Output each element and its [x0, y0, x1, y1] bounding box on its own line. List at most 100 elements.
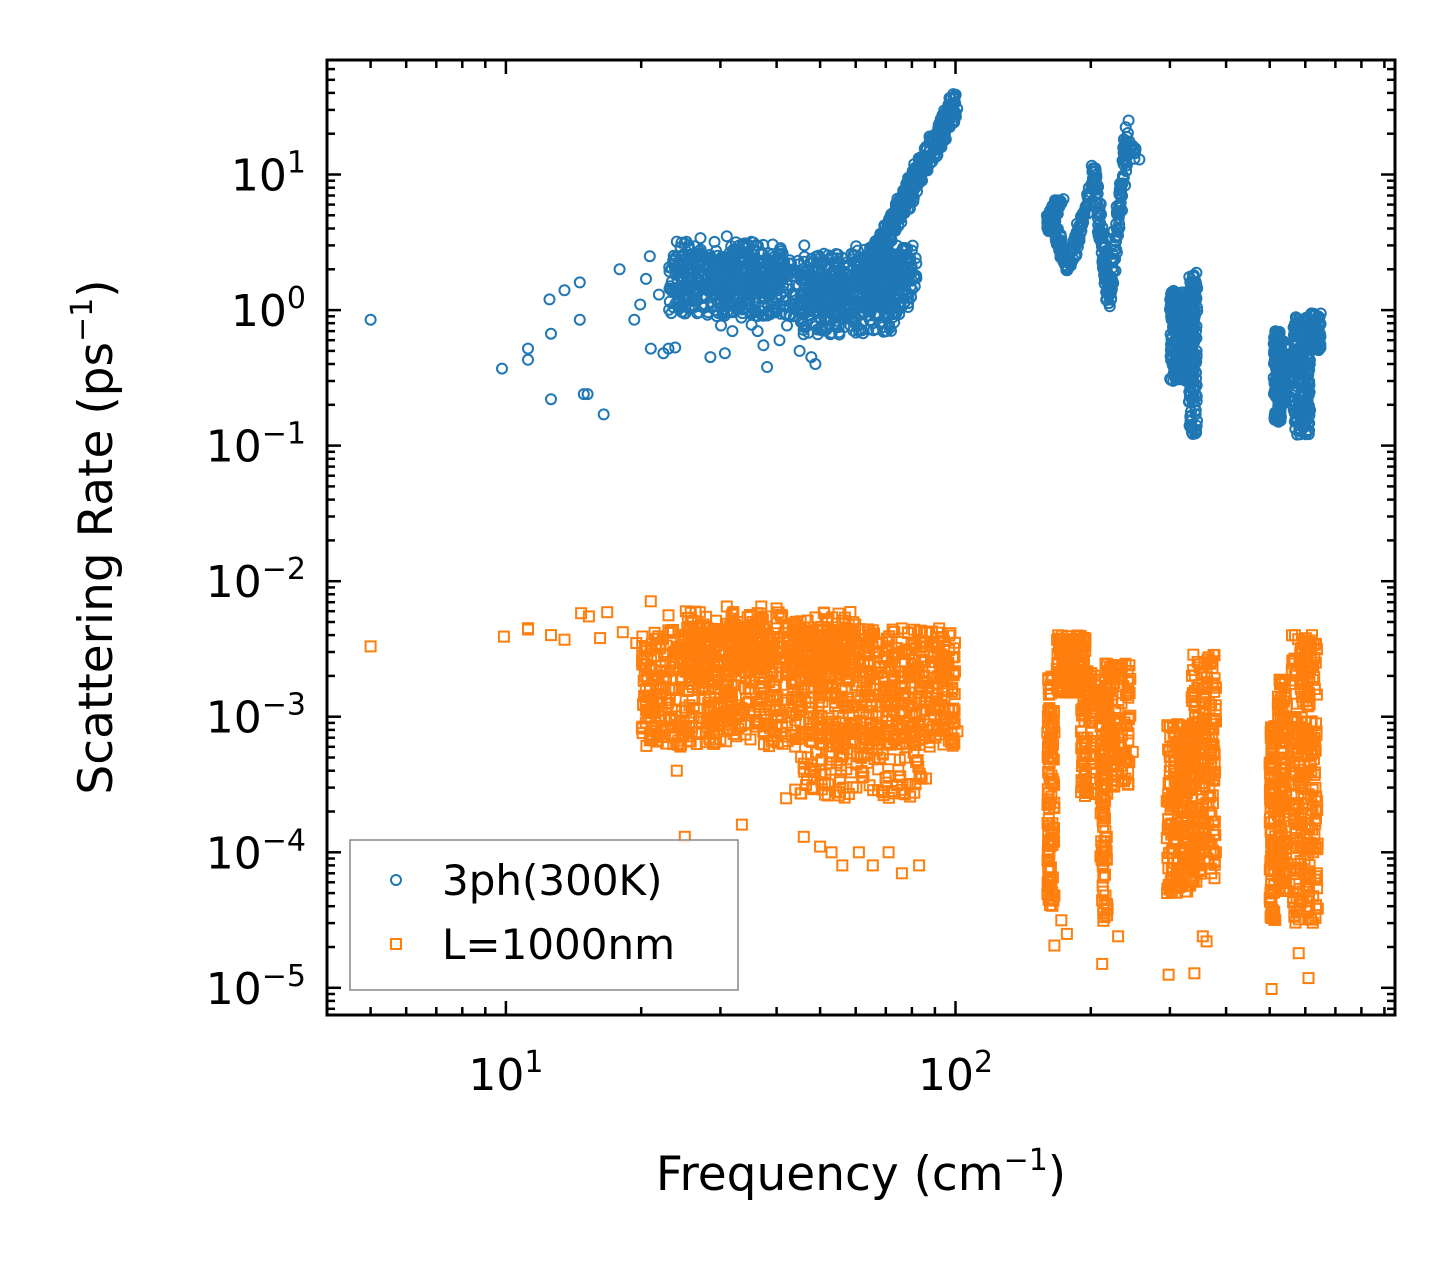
data-point [928, 141, 941, 154]
data-point [809, 358, 822, 370]
data-point [864, 292, 877, 305]
data-point [543, 293, 556, 306]
data-point [852, 324, 865, 337]
data-point [666, 720, 679, 733]
data-point [777, 280, 790, 293]
data-point [1191, 301, 1203, 314]
data-point [857, 707, 870, 720]
data-point [575, 607, 588, 620]
data-point [1312, 310, 1325, 323]
data-point [747, 265, 760, 278]
data-point [825, 846, 838, 859]
data-point [850, 326, 862, 339]
data-point [637, 698, 650, 710]
data-point [1164, 303, 1176, 316]
data-point [654, 710, 666, 723]
data-point [581, 388, 594, 401]
data-point [673, 681, 686, 694]
data-point [757, 339, 770, 352]
data-point [673, 302, 686, 315]
data-point [1184, 419, 1197, 431]
data-point [857, 276, 870, 288]
data-point [701, 254, 714, 266]
data-point [776, 737, 789, 750]
data-point [875, 294, 888, 307]
data-point [869, 264, 881, 277]
data-point [708, 265, 721, 278]
data-point [937, 677, 950, 690]
data-point [1046, 199, 1059, 212]
data-point [839, 700, 852, 713]
data-point [1274, 414, 1287, 427]
data-point [628, 313, 641, 326]
data-point [809, 320, 822, 333]
data-point [906, 239, 919, 252]
data-point [1169, 322, 1181, 334]
data-point [789, 709, 802, 721]
data-point [883, 683, 896, 696]
data-point [935, 141, 948, 154]
data-point [670, 704, 683, 717]
data-point [743, 304, 755, 317]
data-point [913, 173, 926, 185]
data-point [935, 116, 948, 129]
data-point [1094, 210, 1107, 223]
data-point [644, 595, 657, 608]
data-point [757, 725, 770, 738]
data-point [885, 211, 898, 224]
data-point [860, 699, 873, 712]
data-point [1166, 359, 1179, 372]
data-point [650, 727, 663, 740]
data-point [939, 655, 952, 668]
data-point [638, 670, 651, 683]
data-point [1308, 342, 1321, 355]
data-point [726, 325, 739, 338]
data-point [680, 235, 693, 248]
data-point [895, 706, 908, 719]
data-point [1293, 422, 1306, 435]
data-point [1188, 967, 1201, 980]
data-point [1086, 165, 1099, 178]
data-point [1119, 121, 1132, 134]
data-point [594, 632, 607, 645]
data-point [695, 727, 708, 740]
data-point [1095, 226, 1108, 239]
data-point [1287, 333, 1300, 346]
data-point [545, 393, 557, 406]
data-point [843, 290, 856, 303]
data-point [883, 322, 896, 335]
data-point [774, 299, 787, 312]
data-point [683, 243, 696, 256]
data-point [768, 679, 781, 692]
data-point [1306, 308, 1319, 320]
data-point [836, 712, 849, 725]
data-point [793, 344, 806, 357]
data-point [888, 649, 900, 662]
data-point [1170, 286, 1183, 299]
data-point [820, 682, 833, 695]
data-point [755, 600, 768, 613]
data-point [881, 269, 894, 282]
data-point [798, 239, 811, 252]
data-point [742, 696, 755, 708]
data-point [664, 625, 677, 638]
data-point [755, 254, 767, 267]
data-point [723, 246, 736, 259]
data-point [716, 304, 729, 317]
data-point [698, 289, 711, 302]
data-point [887, 258, 900, 271]
data-point [894, 670, 907, 683]
data-point [914, 635, 927, 648]
data-point [1187, 350, 1200, 363]
data-point [1060, 927, 1073, 940]
data-point [795, 681, 808, 694]
data-point [364, 313, 377, 326]
data-point [573, 313, 586, 326]
data-point [663, 694, 676, 707]
data-point [1292, 947, 1305, 960]
data-point [780, 694, 793, 706]
data-point [497, 630, 510, 643]
data-point [864, 682, 877, 695]
data-point [926, 155, 938, 168]
data-point [1185, 352, 1198, 365]
